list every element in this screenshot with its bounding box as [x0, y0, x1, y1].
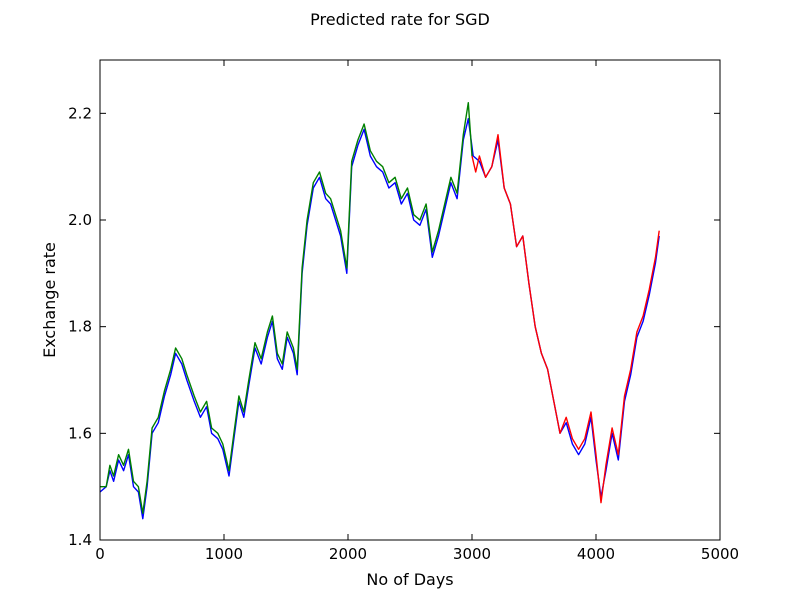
x-tick-label: 0 — [95, 545, 105, 563]
x-tick-label: 1000 — [205, 545, 243, 563]
y-tick-label: 2.0 — [68, 211, 92, 229]
y-tick-label: 1.8 — [68, 318, 92, 336]
y-tick-label: 1.6 — [68, 424, 92, 442]
series-line-train — [100, 102, 473, 514]
x-tick-label: 5000 — [701, 545, 739, 563]
series-line-actual — [99, 118, 660, 520]
axis-ticks: 0 1000 2000 3000 4000 5000 1.4 1.6 1.8 2.0 2.2 — [68, 60, 739, 563]
x-tick-label: 4000 — [577, 545, 615, 563]
x-tick-label: 3000 — [453, 545, 491, 563]
y-tick-label: 2.2 — [68, 104, 92, 122]
plot-lines — [99, 102, 660, 520]
x-tick-label: 2000 — [329, 545, 367, 563]
y-axis-label: Exchange rate — [40, 242, 59, 358]
x-axis-label: No of Days — [366, 570, 453, 589]
series-line-predicted — [471, 134, 660, 504]
y-tick-label: 1.4 — [68, 531, 92, 549]
chart-title: Predicted rate for SGD — [310, 10, 490, 29]
plot-area-frame — [99, 59, 721, 541]
